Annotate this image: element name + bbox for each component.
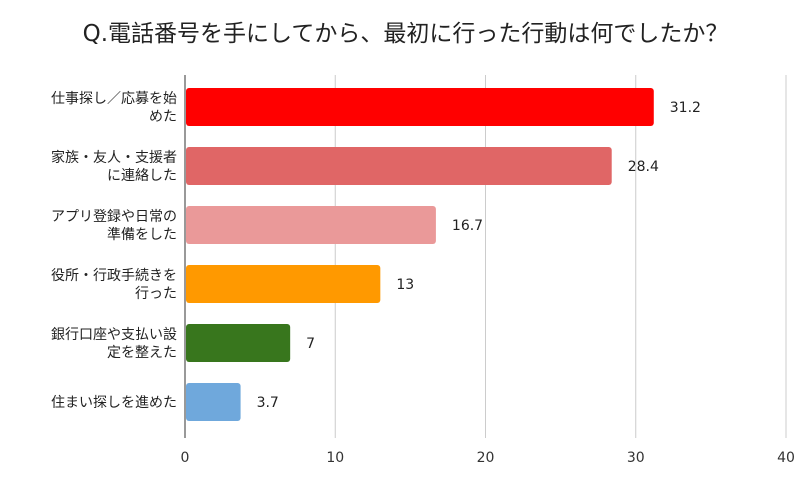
category-label: 準備をした — [107, 227, 177, 243]
data-label: 7 — [306, 336, 315, 352]
data-label: 16.7 — [452, 218, 483, 234]
category-label: アプリ登録や日常の — [51, 209, 177, 225]
bar — [186, 147, 612, 185]
x-axis-ticks: 0 10 20 30 40 — [181, 450, 795, 466]
category-label: 住まい探しを進めた — [51, 395, 177, 411]
x-tick-label: 0 — [181, 450, 190, 466]
bar — [186, 206, 436, 244]
data-label: 28.4 — [628, 159, 659, 175]
category-label: 家族・友人・支援者 — [51, 149, 177, 166]
value-labels: 31.2 28.4 16.7 13 7 3.7 — [257, 100, 701, 411]
x-tick-label: 20 — [477, 450, 495, 466]
category-label: 仕事探し／応募を始 — [51, 91, 177, 107]
bar — [186, 383, 241, 421]
category-label: めた — [149, 109, 177, 125]
x-tick-label: 40 — [777, 450, 795, 466]
category-label: 銀行口座や支払い設 — [51, 327, 177, 343]
x-tick-label: 30 — [627, 450, 645, 466]
category-label: 定を整えた — [107, 345, 177, 361]
gridlines — [184, 75, 787, 438]
bars — [186, 88, 654, 421]
x-tick-label: 10 — [326, 450, 344, 466]
data-label: 13 — [396, 277, 414, 293]
bar — [186, 88, 654, 126]
data-label: 3.7 — [257, 395, 279, 411]
bar — [186, 265, 381, 303]
data-label: 31.2 — [670, 100, 701, 116]
category-labels: 仕事探し／応募を始めた家族・友人・支援者に連絡したアプリ登録や日常の準備をした役… — [51, 91, 177, 411]
bar — [186, 324, 291, 362]
category-label: 行った — [135, 286, 177, 302]
category-label: に連絡した — [107, 168, 177, 184]
category-label: 役所・行政手続きを — [51, 267, 177, 284]
chart-title: Q.電話番号を手にしてから、最初に行った行動は何でしたか？ — [82, 21, 729, 47]
